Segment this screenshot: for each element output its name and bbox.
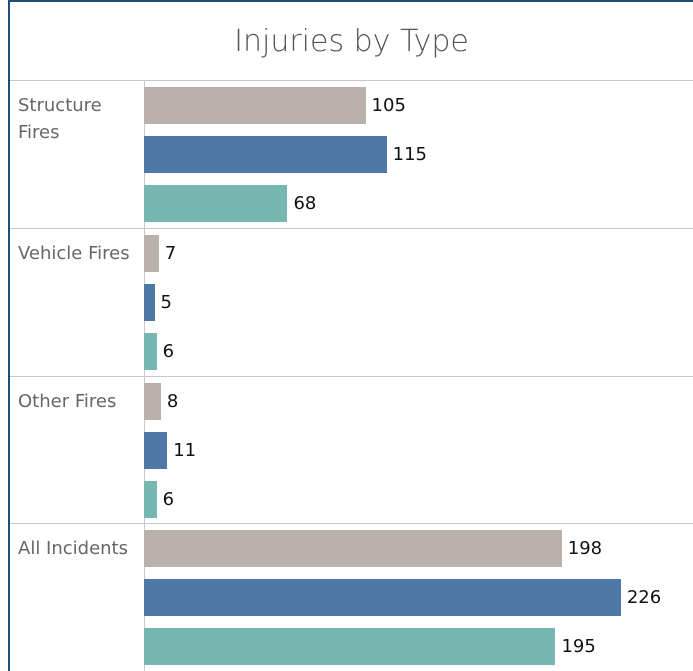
data-label: 115 xyxy=(392,144,427,165)
bar xyxy=(144,332,157,370)
data-label: 195 xyxy=(561,636,596,658)
frame xyxy=(8,0,693,2)
data-label: 105 xyxy=(371,95,406,116)
separator xyxy=(10,523,693,525)
data-label: 5 xyxy=(160,291,172,313)
bar xyxy=(144,579,621,617)
bar xyxy=(144,382,161,420)
data-label: 6 xyxy=(162,488,175,510)
category-label: All Incidents xyxy=(18,538,128,560)
bar xyxy=(144,234,159,272)
bar xyxy=(144,530,562,568)
bar xyxy=(144,628,556,666)
separator xyxy=(10,375,693,377)
data-label: 8 xyxy=(166,390,179,412)
bar xyxy=(144,87,366,124)
separator xyxy=(10,227,693,229)
chart-title: Injuries by Type xyxy=(234,24,469,59)
data-label: 11 xyxy=(173,439,197,461)
category-label: Vehicle Fires xyxy=(18,242,130,264)
data-label: 7 xyxy=(164,242,177,264)
bar xyxy=(144,136,387,173)
category-label: Other Fires xyxy=(18,390,117,412)
bar xyxy=(144,185,288,222)
bar xyxy=(144,283,155,321)
bar xyxy=(144,480,157,518)
category-label: Structure Fires xyxy=(18,95,102,143)
data-label: 68 xyxy=(293,193,317,214)
frame xyxy=(8,0,10,671)
bar xyxy=(144,431,168,469)
data-label: 6 xyxy=(162,340,175,362)
separator xyxy=(10,80,693,81)
data-label: 198 xyxy=(567,538,603,560)
data-label: 226 xyxy=(626,587,662,609)
